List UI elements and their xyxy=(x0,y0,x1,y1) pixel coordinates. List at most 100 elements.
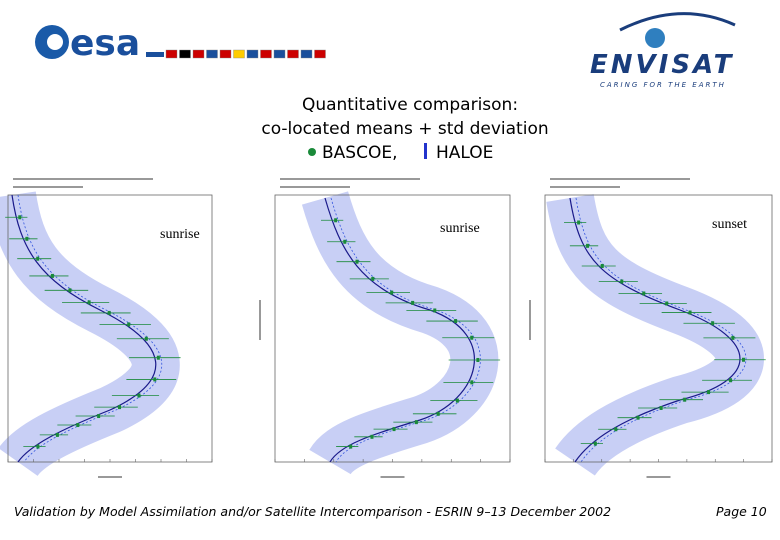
footer-text: Validation by Model Assimilation and/or … xyxy=(14,504,611,519)
mean-curve xyxy=(324,197,475,463)
haloe-point xyxy=(153,377,157,382)
haloe-point xyxy=(636,415,640,420)
haloe-point xyxy=(476,357,480,362)
title-line: Quantitative comparison: xyxy=(302,95,518,115)
logo-globe-inner xyxy=(47,34,63,50)
haloe-point xyxy=(55,432,59,437)
legend-marker-haloe xyxy=(424,143,427,159)
haloe-point xyxy=(343,239,347,244)
panel-label: sunrise xyxy=(440,221,480,236)
y-axis-caption xyxy=(259,300,261,340)
flags xyxy=(165,49,326,59)
flag xyxy=(219,49,232,59)
flag xyxy=(314,49,326,59)
envisat-logo: ENVISAT CARING FOR THE EARTH xyxy=(590,12,736,89)
flag xyxy=(260,49,272,59)
haloe-point xyxy=(577,220,581,225)
haloe-point xyxy=(36,444,40,449)
profile-plot xyxy=(529,178,773,478)
plot-header-line xyxy=(550,178,690,180)
plot-header-line xyxy=(550,186,620,188)
haloe-point xyxy=(137,393,141,398)
flag xyxy=(165,49,178,59)
y-axis-caption xyxy=(529,300,531,340)
haloe-point xyxy=(68,288,72,293)
flag xyxy=(273,49,286,59)
flag xyxy=(246,49,259,59)
haloe-point xyxy=(334,218,338,223)
haloe-point xyxy=(411,300,415,305)
haloe-point xyxy=(731,335,735,340)
plot-header-line xyxy=(280,186,350,188)
haloe-point xyxy=(50,273,54,278)
x-axis-caption xyxy=(646,476,671,478)
haloe-point xyxy=(433,308,437,313)
haloe-point xyxy=(18,215,22,220)
title-line: co-located means + std deviation xyxy=(261,119,548,139)
panel-label: sunset xyxy=(712,217,747,232)
profile-plot xyxy=(0,178,213,478)
flag xyxy=(192,49,205,59)
haloe-point xyxy=(97,414,101,419)
haloe-point xyxy=(127,322,131,327)
haloe-point xyxy=(371,276,375,281)
haloe-point xyxy=(454,319,458,324)
logo-globe xyxy=(645,28,665,48)
flag xyxy=(287,49,299,59)
haloe-point xyxy=(642,291,646,296)
haloe-point xyxy=(118,405,122,410)
logo-swoosh xyxy=(619,12,736,32)
haloe-point xyxy=(355,259,359,264)
panels xyxy=(0,178,773,478)
legend-entry: HALOE xyxy=(436,143,493,163)
x-axis-caption xyxy=(380,476,405,478)
flag xyxy=(179,49,191,59)
logo-text: esa xyxy=(70,23,140,64)
haloe-point xyxy=(370,434,374,439)
haloe-point xyxy=(665,301,669,306)
legend-marker-bascoe xyxy=(308,148,316,156)
haloe-point xyxy=(36,256,40,261)
mean-curve xyxy=(569,197,741,463)
haloe-point xyxy=(586,243,590,248)
haloe-point xyxy=(711,321,715,326)
panel-label: sunrise xyxy=(160,227,200,242)
haloe-point xyxy=(107,310,111,315)
haloe-point xyxy=(144,336,148,341)
haloe-point xyxy=(593,441,597,446)
flag xyxy=(300,49,313,59)
haloe-point xyxy=(741,357,745,362)
esa-logo: esa xyxy=(35,23,326,64)
plot-header-line xyxy=(13,178,153,180)
haloe-point xyxy=(156,355,160,360)
haloe-point xyxy=(25,236,29,241)
logo-bar xyxy=(146,52,164,57)
haloe-point xyxy=(349,444,353,449)
haloe-point xyxy=(76,423,80,428)
haloe-point xyxy=(620,279,624,284)
page-number: Page 10 xyxy=(716,504,767,519)
haloe-point xyxy=(688,310,692,315)
haloe-point xyxy=(455,398,459,403)
haloe-curve xyxy=(330,197,481,463)
profile-plot xyxy=(259,178,511,478)
flag xyxy=(206,49,218,59)
logo-text: ENVISAT xyxy=(590,50,734,80)
haloe-point xyxy=(87,300,91,305)
haloe-point xyxy=(600,263,604,268)
haloe-point xyxy=(659,405,663,410)
haloe-point xyxy=(729,378,733,383)
haloe-point xyxy=(392,427,396,432)
std-band xyxy=(546,193,764,477)
flag xyxy=(233,49,245,59)
haloe-point xyxy=(436,411,440,416)
haloe-point xyxy=(470,380,474,385)
std-band xyxy=(0,191,180,478)
x-axis-caption xyxy=(98,476,122,478)
haloe-point xyxy=(390,290,394,295)
legend-entry: BASCOE, xyxy=(322,143,397,163)
plot-header-line xyxy=(280,178,420,180)
haloe-point xyxy=(707,390,711,395)
